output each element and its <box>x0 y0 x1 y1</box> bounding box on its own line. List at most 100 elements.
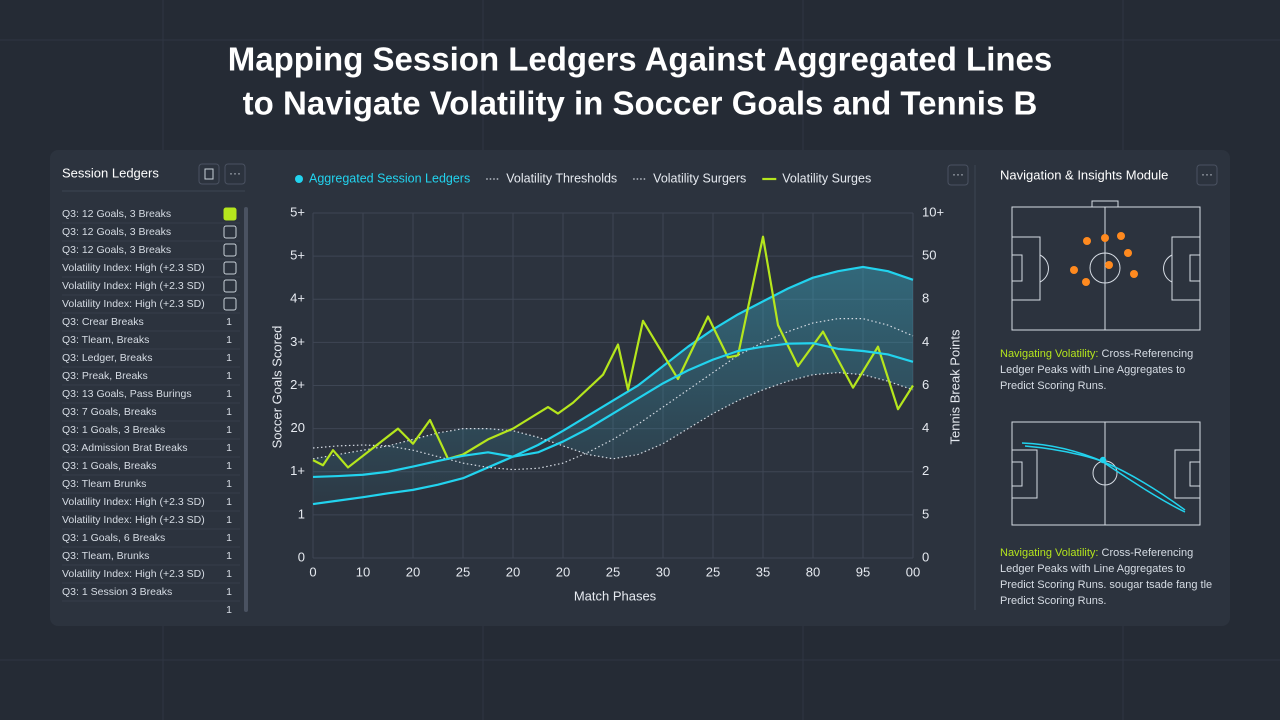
y2-tick-label: 2 <box>922 463 929 478</box>
ledger-row: Q3: Admission Brat Breaks <box>62 442 187 454</box>
ledger-row: Q3: 12 Goals, 3 Breaks <box>62 244 171 256</box>
ledger-row: Volatility Index: High (+2.3 SD) <box>62 280 205 292</box>
series-line <box>312 318 914 471</box>
y-tick-label: 20 <box>291 420 305 435</box>
row-count: 1 <box>226 334 232 346</box>
menu-button[interactable] <box>224 163 246 185</box>
x-axis-label: Match Phases <box>574 588 657 603</box>
ledger-row: Volatility Index: High (+2.3 SD) <box>62 514 205 526</box>
row-count: 1 <box>226 496 232 508</box>
trajectory <box>1021 442 1186 513</box>
row-icon <box>223 297 237 311</box>
y2-tick-label: 6 <box>922 377 929 392</box>
x-tick-label: 10 <box>356 564 370 579</box>
row-icon <box>223 207 237 221</box>
menu-dots: ··· <box>952 167 964 181</box>
plot <box>312 212 914 559</box>
title-line: Mapping Session Ledgers Against Aggregat… <box>228 41 1053 78</box>
x-tick-label: 25 <box>706 564 720 579</box>
ledger-row: Volatility Index: High (+2.3 SD) <box>62 568 205 580</box>
x-tick-label: 95 <box>856 564 870 579</box>
ledger-row: Q3: 7 Goals, Breaks <box>62 406 157 418</box>
legend-label: Volatility Surges <box>782 171 871 185</box>
y2-tick-label: 8 <box>922 291 929 306</box>
heat-dots <box>1070 232 1138 286</box>
series-line <box>312 265 914 506</box>
insight-note: Navigating Volatility: Cross-Referencing… <box>1000 346 1215 394</box>
row-count: 1 <box>226 442 232 454</box>
y2-tick-label: 10+ <box>922 204 944 219</box>
row-icon <box>223 243 237 257</box>
x-tick-label: 25 <box>456 564 470 579</box>
legend-label: Aggregated Session Ledgers <box>309 171 470 185</box>
series-line <box>312 235 914 469</box>
row-count: 1 <box>226 532 232 544</box>
x-tick-label: 25 <box>606 564 620 579</box>
y2-tick-label: 50 <box>922 248 936 263</box>
y-tick-label: 1 <box>298 506 305 521</box>
row-icon <box>223 261 237 275</box>
ledger-row: Q3: 13 Goals, Pass Burings <box>62 388 192 400</box>
insight-lead: Navigating Volatility: <box>1000 547 1099 559</box>
ledger-row: Q3: Crear Breaks <box>62 316 144 328</box>
ledger-row: Q3: Preak, Breaks <box>62 370 148 382</box>
title-line: to Navigate Volatility in Soccer Goals a… <box>243 85 1038 122</box>
insight-text: Cross-Referencing Ledger Peaks with Line… <box>1000 348 1194 392</box>
row-count: 1 <box>226 316 232 328</box>
x-tick-label: 80 <box>806 564 820 579</box>
menu-button[interactable] <box>1196 164 1218 186</box>
row-count: 1 <box>226 604 232 616</box>
scrollbar <box>244 207 248 612</box>
pitch-diagram <box>1011 200 1201 331</box>
row-count: 1 <box>226 586 232 598</box>
y2-tick-label: 4 <box>922 334 929 349</box>
menu-dots: ··· <box>1201 167 1213 181</box>
x-tick-label: 30 <box>656 564 670 579</box>
icon-button[interactable] <box>198 163 220 185</box>
menu-button[interactable] <box>947 164 969 186</box>
ledger-row: Q3: Tleam, Breaks <box>62 334 149 346</box>
row-count: 1 <box>226 388 232 400</box>
y-tick-label: 5+ <box>290 204 305 219</box>
sidebar-title: Session Ledgers <box>62 165 159 180</box>
row-count: 1 <box>226 424 232 436</box>
ledger-row: Q3: Tleam, Brunks <box>62 550 149 562</box>
ledger-row: Q3: 1 Goals, 3 Breaks <box>62 424 165 436</box>
y2-tick-label: 4 <box>922 420 929 435</box>
ledger-row: Q3: 12 Goals, 3 Breaks <box>62 208 171 220</box>
y-tick-label: 1+ <box>290 463 305 478</box>
ledger-row: Q3: 1 Goals, Breaks <box>62 460 157 472</box>
x-tick-label: 20 <box>556 564 570 579</box>
legend-label: Volatility Surgers <box>653 171 746 185</box>
row-count: 1 <box>226 550 232 562</box>
y-tick-label: 3+ <box>290 334 305 349</box>
x-tick-label: 20 <box>506 564 520 579</box>
insight-lead: Navigating Volatility: <box>1000 348 1099 360</box>
ledger-row: Q3: Ledger, Breaks <box>62 352 152 364</box>
y-tick-label: 5+ <box>290 248 305 263</box>
y-axis-label: Soccer Goals Scored <box>269 326 284 449</box>
row-count: 1 <box>226 352 232 364</box>
row-count: 1 <box>226 478 232 490</box>
x-tick-label: 20 <box>406 564 420 579</box>
ledger-row: Volatility Index: High (+2.3 SD) <box>62 262 205 274</box>
y-tick-label: 0 <box>298 549 305 564</box>
ledger-row: Q3: 12 Goals, 3 Breaks <box>62 226 171 238</box>
row-icon <box>223 225 237 239</box>
insight-text: Cross-Referencing Ledger Peaks with Line… <box>1000 547 1213 607</box>
legend-label: Volatility Thresholds <box>506 171 617 185</box>
ledger-row: Q3: Tleam Brunks <box>62 478 146 490</box>
insights-title: Navigation & Insights Module <box>1000 167 1168 182</box>
legend-marker <box>295 175 303 183</box>
doc-icon <box>204 168 214 180</box>
row-count: 1 <box>226 406 232 418</box>
x-tick-label: 0 <box>309 564 316 579</box>
y2-axis-label: Tennis Break Points <box>947 329 962 444</box>
menu-dots: ··· <box>229 166 241 180</box>
ledger-row: Q3: 1 Session 3 Breaks <box>62 586 172 598</box>
ledger-row: Q3: 1 Goals, 6 Breaks <box>62 532 165 544</box>
y2-tick-label: 5 <box>922 506 929 521</box>
ledger-row: Volatility Index: High (+2.3 SD) <box>62 496 205 508</box>
